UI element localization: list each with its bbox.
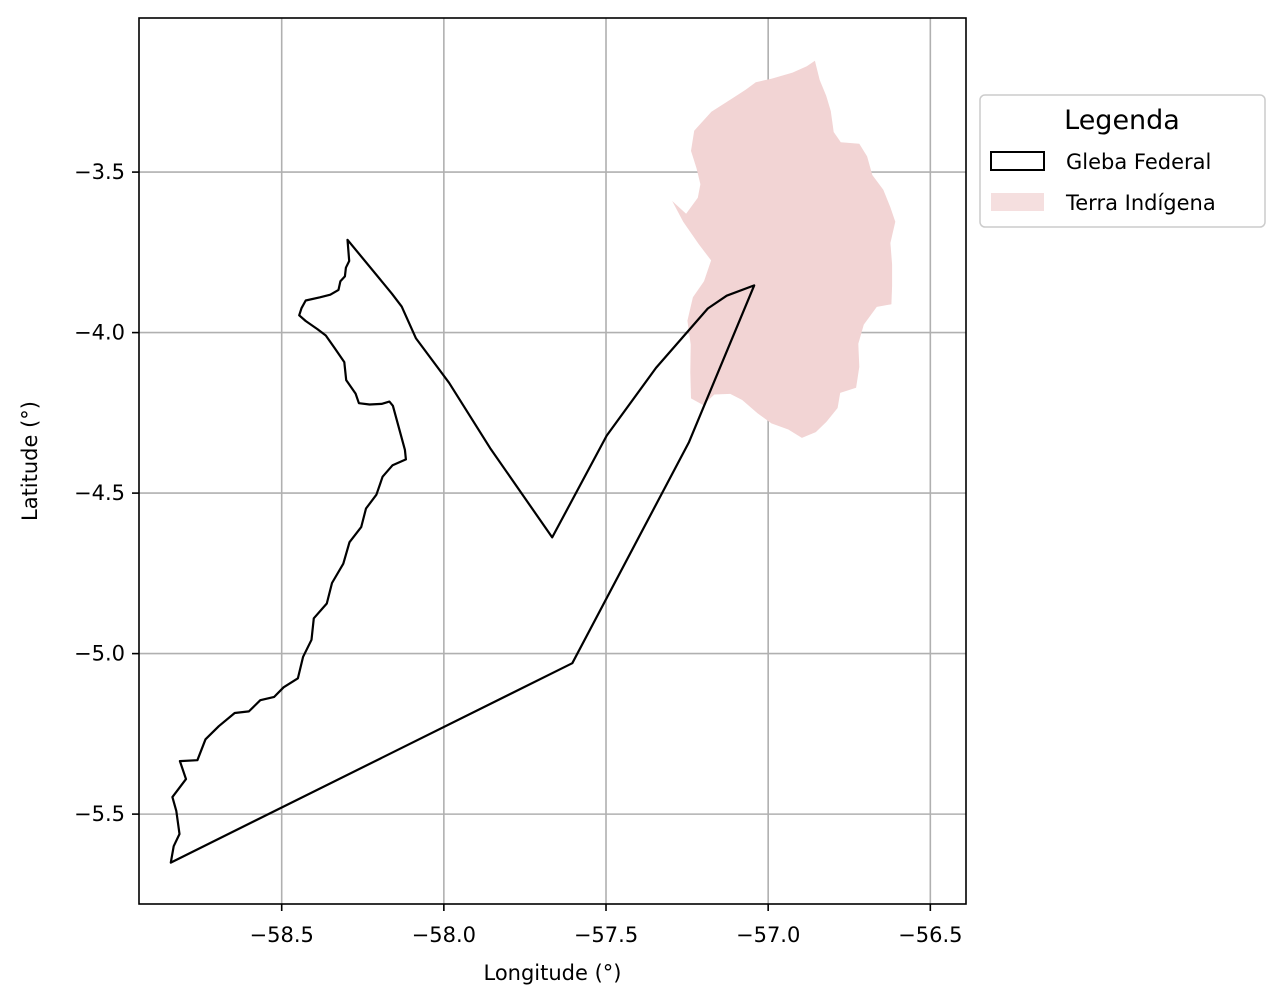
x-axis-label: Longitude (°) <box>483 961 621 985</box>
y-tick-label: −4.0 <box>74 321 125 345</box>
legend-swatch-gleba-federal <box>990 151 1045 171</box>
gleba-federal-polygon <box>169 238 756 864</box>
y-tick-label: −5.5 <box>74 802 125 826</box>
x-tick-label: −57.0 <box>736 923 800 947</box>
y-tick-label: −4.5 <box>74 481 125 505</box>
axis-ticks: −58.5 −58.0 −57.5 −57.0 −56.5 −3.5 −4.0 −4.5 −5.… <box>74 160 963 947</box>
legend-swatch-terra-indigena <box>991 193 1044 211</box>
y-tick-label: −3.5 <box>74 160 125 184</box>
x-tick-label: −58.5 <box>250 923 314 947</box>
terra-indigena-polygon <box>672 60 896 438</box>
legend-label-terra-indigena: Terra Indígena <box>1065 191 1216 215</box>
x-tick-label: −56.5 <box>898 923 962 947</box>
map-layers <box>169 60 896 864</box>
legend-box <box>979 94 1266 228</box>
x-tick-label: −58.0 <box>412 923 476 947</box>
legend-entries: Gleba Federal Terra Indígena <box>990 150 1216 215</box>
axes-frame <box>138 17 967 905</box>
legend-title: Legenda <box>1064 105 1180 136</box>
legend-label-gleba-federal: Gleba Federal <box>1066 150 1211 174</box>
x-tick-label: −57.5 <box>574 923 638 947</box>
y-tick-label: −5.0 <box>74 642 125 666</box>
y-axis-label: Latitude (°) <box>18 401 42 521</box>
legend: Legenda Gleba Federal Terra Indígena <box>979 94 1266 228</box>
